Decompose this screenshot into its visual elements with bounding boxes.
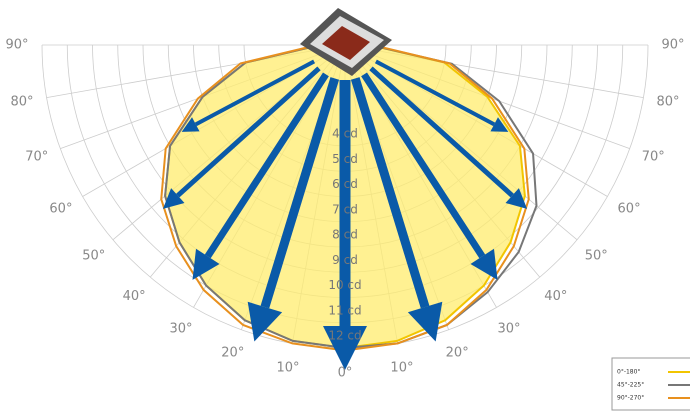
angle-tick-label: 10° [277,361,300,376]
angle-tick-label: 90° [5,38,28,53]
arrow-shaft [176,66,321,198]
arrows [162,59,528,370]
angle-tick-label: 50° [82,248,105,263]
arrow-shaft [369,66,514,198]
arrow-head [505,188,528,209]
angle-tick-label: 70° [25,150,48,165]
r-tick-label: 7 cd [332,202,358,216]
angle-tick-label: 40° [123,289,146,304]
arrow-shaft [350,77,430,309]
angle-tick-label: 90° [661,38,684,53]
angle-tick-label: 60° [49,202,72,217]
angle-tick-label: 60° [618,202,641,217]
legend-label: 90°-270° [617,395,644,402]
angle-tick-label: 80° [10,94,33,109]
angle-tick-label: 40° [544,289,567,304]
lamp-icon [300,8,392,76]
legend-label: 45°-225° [617,382,644,389]
arrow-head [162,188,185,209]
arrow-head [192,248,220,280]
arrow-head [181,117,200,132]
arrow-head [490,117,509,132]
angle-tick-label: 20° [221,346,244,361]
angle-tick-label: 20° [446,346,469,361]
r-tick-label: 5 cd [332,152,358,166]
arrow-shaft [204,72,329,259]
r-tick-label: 9 cd [332,253,358,267]
angle-tick-label: 10° [390,361,413,376]
angle-tick-label: 50° [585,248,608,263]
r-tick-label: 10 cd [328,278,361,292]
arrow-head [407,301,443,342]
arrow-head [247,301,283,342]
r-tick-label: 12 cd [328,329,361,343]
arrow-shaft [374,59,496,127]
angle-tick-label: 80° [656,94,679,109]
arrow-head [323,326,367,370]
angle-tick-label: 0° [338,366,353,381]
r-tick-label: 6 cd [332,177,358,191]
r-tick-label: 8 cd [332,228,358,242]
r-tick-label: 11 cd [328,303,361,317]
arrow-shaft [260,77,340,309]
angle-tick-label: 70° [642,150,665,165]
angle-tick-label: 30° [169,322,192,337]
r-tick-label: 4 cd [332,127,358,141]
arrow-shaft [194,59,316,127]
angle-tick-label: 30° [497,322,520,337]
arrow-head [470,248,498,280]
legend-label: 0°-180° [617,369,640,376]
arrow-shaft [361,72,486,259]
